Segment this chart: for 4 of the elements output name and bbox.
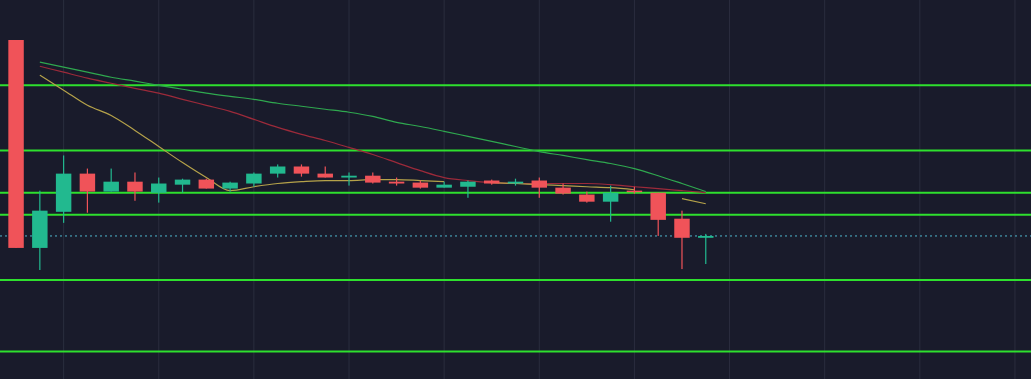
- candlestick: [127, 172, 143, 201]
- candlestick: [674, 210, 690, 270]
- candlestick: [460, 180, 476, 198]
- candlestick: [341, 172, 357, 186]
